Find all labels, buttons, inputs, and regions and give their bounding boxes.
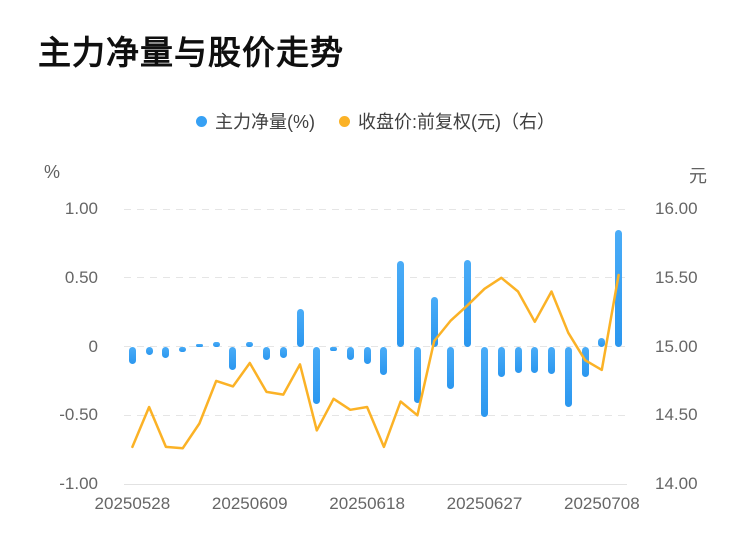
bar-main-net-volume: [145, 346, 153, 355]
right-axis-tick: 15.50: [655, 267, 698, 287]
legend-dot-blue-icon: [196, 115, 207, 127]
bar-main-net-volume: [363, 346, 371, 365]
bar-main-net-volume: [313, 346, 321, 405]
bar-main-net-volume: [212, 342, 220, 347]
bar-main-net-volume: [615, 229, 623, 347]
legend: 主力净量(%) 收盘价:前复权(元)（右）: [124, 108, 627, 134]
bar-main-net-volume: [296, 309, 304, 347]
bar-main-net-volume: [179, 346, 187, 352]
x-axis-tick: 20250627: [446, 494, 523, 513]
x-axis-tick: 20250528: [94, 494, 171, 513]
bar-main-net-volume: [447, 346, 455, 390]
bar-main-net-volume: [330, 346, 338, 351]
bar-main-net-volume: [564, 346, 572, 407]
legend-item-close-price[interactable]: 收盘价:前复权(元)（右）: [339, 108, 555, 134]
bar-main-net-volume: [380, 346, 388, 376]
x-axis-tick: 20250609: [211, 494, 288, 513]
bar-main-net-volume: [413, 346, 421, 403]
left-axis-unit: %: [44, 162, 61, 182]
bar-main-net-volume: [430, 297, 438, 347]
bar-main-net-volume: [514, 346, 522, 373]
bar-main-net-volume: [598, 338, 606, 347]
left-axis-tick: 1.00: [64, 199, 98, 218]
left-axis-tick: 0.50: [64, 267, 98, 287]
bar-main-net-volume: [497, 346, 505, 377]
legend-label-close-price: 收盘价:前复权(元)（右）: [358, 112, 555, 132]
left-axis-tick: -1.00: [59, 474, 98, 493]
bar-main-net-volume: [195, 343, 203, 347]
legend-label-main-net-volume: 主力净量(%): [215, 112, 315, 132]
gridline: [124, 483, 627, 485]
right-axis-unit: 元: [689, 166, 707, 186]
bar-main-net-volume: [246, 342, 254, 347]
x-axis-tick: 20250708: [564, 494, 640, 513]
gridline: [124, 346, 627, 347]
right-axis-tick: 14.00: [655, 474, 698, 493]
bar-main-net-volume: [229, 346, 237, 370]
bar-main-net-volume: [480, 346, 488, 417]
legend-item-main-net-volume[interactable]: 主力净量(%): [196, 108, 315, 134]
bar-main-net-volume: [531, 346, 539, 373]
gridline: [124, 277, 627, 279]
right-axis-tick: 14.50: [655, 405, 698, 425]
gridline: [124, 208, 627, 210]
bar-main-net-volume: [162, 346, 170, 358]
bar-main-net-volume: [346, 346, 354, 361]
right-axis-tick: 16.00: [655, 199, 698, 218]
left-axis-tick: -0.50: [59, 405, 98, 425]
close-price-line: [131, 273, 620, 450]
bar-main-net-volume: [548, 346, 556, 374]
bar-main-net-volume: [464, 259, 472, 347]
left-axis-tick: 0: [88, 336, 98, 356]
bar-main-net-volume: [263, 346, 271, 361]
page-title: 主力净量与股价走势: [38, 34, 344, 71]
bar-main-net-volume: [279, 346, 287, 358]
gridline: [124, 414, 627, 416]
plot-area: [124, 208, 627, 485]
bar-main-net-volume: [397, 261, 405, 347]
right-axis-tick: 15.00: [655, 336, 698, 356]
x-axis-tick: 20250618: [329, 494, 405, 513]
bar-main-net-volume: [128, 346, 136, 365]
legend-dot-yellow-icon: [339, 115, 350, 127]
